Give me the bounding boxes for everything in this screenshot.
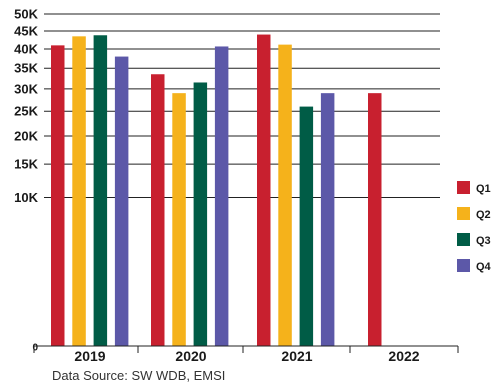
- y-tick-label: 15K: [14, 157, 38, 172]
- bar-2021-q4: [320, 93, 335, 346]
- bar-2019-q4: [114, 56, 129, 346]
- y-tick-label: 50K: [14, 7, 38, 22]
- x-axis: 2019 2020 2021 2022: [33, 345, 459, 364]
- legend-swatch-q1: [457, 181, 470, 194]
- bars: [51, 34, 382, 347]
- legend-label-q1: Q1: [476, 183, 491, 195]
- y-tick-label: 40K: [14, 42, 38, 57]
- x-category-label: 2020: [175, 348, 206, 364]
- bar-2021-q2: [278, 44, 292, 346]
- bar-2020-q1: [151, 74, 165, 347]
- x-category-label: 2021: [281, 348, 312, 364]
- bar-2022-q1: [368, 93, 382, 346]
- legend: Q1 Q2 Q3 Q4: [457, 181, 492, 273]
- bar-2020-q2: [172, 93, 186, 346]
- bar-2021-q1: [257, 34, 271, 346]
- y-tick-label: 45K: [14, 24, 38, 39]
- x-category-label: 2022: [388, 348, 419, 364]
- bar-2019-q3: [93, 35, 108, 347]
- legend-swatch-q2: [457, 207, 470, 220]
- y-tick-label: 25K: [14, 104, 38, 119]
- gridlines: [44, 13, 440, 199]
- y-tick-label: 20K: [14, 129, 38, 144]
- bar-2021-q3: [299, 106, 314, 346]
- data-source-note: Data Source: SW WDB, EMSI: [52, 368, 226, 383]
- legend-swatch-q4: [457, 259, 470, 272]
- bar-2020-q4: [214, 46, 229, 346]
- x-category-label: 2019: [74, 348, 105, 364]
- legend-label-q3: Q3: [476, 235, 491, 247]
- bar-2020-q3: [193, 82, 208, 347]
- y-tick-label: 35K: [14, 61, 38, 76]
- y-tick-label: 30K: [14, 81, 38, 96]
- y-axis-labels: 0 10K 15K 20K 25K 30K 35K 40K 45K 50K: [14, 7, 38, 354]
- legend-label-q2: Q2: [476, 209, 491, 221]
- y-tick-label: 0: [32, 343, 38, 354]
- legend-swatch-q3: [457, 233, 470, 246]
- y-tick-label: 10K: [14, 190, 38, 205]
- bar-2019-q1: [51, 45, 65, 347]
- legend-label-q4: Q4: [476, 261, 492, 273]
- bar-2019-q2: [72, 36, 86, 346]
